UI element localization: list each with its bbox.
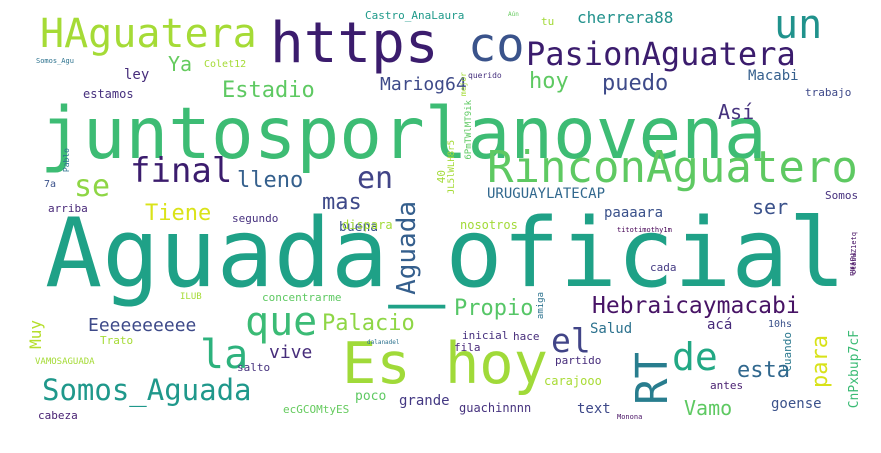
word-cabeza: cabeza xyxy=(38,409,78,422)
word-40: 40 xyxy=(435,170,448,184)
word-ley: ley xyxy=(124,67,150,83)
word-somos-agu: Somos_Agu xyxy=(36,57,74,65)
word-salud: Salud xyxy=(590,321,633,337)
word-para: para xyxy=(808,335,833,388)
word-antes: antes xyxy=(710,379,744,392)
word-co: co xyxy=(468,18,525,73)
word-cuando: Cuando xyxy=(781,332,794,372)
word-cada: cada xyxy=(650,261,677,274)
word-aca: acá xyxy=(707,317,733,333)
word-ecgcomtyes: ecGCOMtyES xyxy=(283,403,350,416)
word-esta: esta xyxy=(737,358,790,383)
word-puedo: puedo xyxy=(602,71,669,96)
word-forma: forma xyxy=(848,252,857,277)
word-trabajo: trabajo xyxy=(805,86,852,99)
word-de: de xyxy=(672,335,718,379)
word-nosotros: nosotros xyxy=(460,218,518,232)
word-hoy: hoy xyxy=(529,69,569,94)
word-vive: vive xyxy=(269,342,313,363)
word-haguatera: HAguatera xyxy=(40,11,257,57)
word-propio: Propio xyxy=(454,296,534,321)
word-pablo: Pablo xyxy=(62,148,71,173)
word-pasionaguatera: PasionAguatera xyxy=(526,35,796,73)
word-hebraicaymacabi: Hebraicaymacabi xyxy=(592,293,800,319)
word-grande: grande xyxy=(399,393,450,409)
word-paaaara: paaaara xyxy=(604,205,664,221)
word-https: https xyxy=(270,11,439,76)
word-colet12: Colet12 xyxy=(204,59,247,70)
word-guachinnnn: guachinnnn xyxy=(459,401,532,415)
word-somos: Somos xyxy=(825,189,859,202)
word-goense: goense xyxy=(771,396,822,412)
word-ya: Ya xyxy=(168,52,193,76)
word-lleno: lleno xyxy=(237,168,304,193)
word-vamo: Vamo xyxy=(684,396,733,420)
word-amiga: amiga xyxy=(536,292,546,320)
word-aguada: Aguada xyxy=(392,201,422,295)
word-vamosaguada: VAMOSAGUADA xyxy=(35,357,95,367)
word-eeeeeeeeee: Eeeeeeeeee xyxy=(88,315,197,336)
word-tiene: Tiene xyxy=(145,201,212,226)
word-6pmtwlmt9ik: 6PmTWlMT9ik xyxy=(464,100,474,160)
word-text: text xyxy=(577,401,611,417)
word-cherrera88: cherrera88 xyxy=(577,8,674,27)
word-jl5lwlh8r5: JL5lWLH8r5 xyxy=(447,140,457,195)
word-palacio: Palacio xyxy=(322,311,415,336)
word-asi: Así xyxy=(718,100,755,124)
word-fila: fila xyxy=(454,341,481,354)
word-que: que xyxy=(245,299,318,345)
word-querido: querido xyxy=(468,71,502,80)
word-aguada-oficial: Aguada_oficial xyxy=(45,199,846,309)
word-titotimothy1m: titotimothy1m xyxy=(617,226,672,234)
word-arriba: arriba xyxy=(48,202,88,215)
word-se: se xyxy=(74,169,111,204)
word-otbbhz1etq: otbbHZ1etq xyxy=(850,232,858,275)
word-la: la xyxy=(200,332,249,378)
word-juntosporlanovena: juntosporlanovena xyxy=(40,92,767,175)
word-carajooo: carajooo xyxy=(544,374,602,388)
word-monona: Monona xyxy=(617,413,643,421)
word-hace: hace xyxy=(513,330,540,343)
word-estamos: estamos xyxy=(83,87,134,101)
word-estadio: Estadio xyxy=(222,78,315,103)
word-somos-aguada: Somos_Aguada xyxy=(42,373,252,407)
word-un: un xyxy=(774,2,823,48)
word-mejor: mejor xyxy=(459,72,468,97)
word-rt: RT xyxy=(627,352,678,405)
word-en: en xyxy=(357,161,394,196)
word-uruguaylatecap: URUGUAYLATECAP xyxy=(487,186,606,202)
word-mas: mas xyxy=(322,190,362,215)
word-partido: partido xyxy=(555,354,602,367)
word-macabi: Macabi xyxy=(748,68,799,84)
word-10hs: 10hs xyxy=(768,319,793,330)
word-aun: Aún xyxy=(508,11,519,18)
word-dispara: dispara xyxy=(342,218,393,232)
word-inicial: inicial xyxy=(462,329,509,342)
word-mariog64: Mariog64 xyxy=(380,74,467,95)
word-castro-analaura: Castro_AnaLaura xyxy=(365,9,465,22)
word-ser: ser xyxy=(752,195,789,219)
word-muy: Muy xyxy=(26,320,45,349)
word-final: final xyxy=(130,151,233,191)
word-tu: tu xyxy=(541,15,555,28)
word-es-hoy: Es hoy xyxy=(342,331,548,397)
word-ilub: ILUB xyxy=(180,292,202,302)
word-cnpxbup7cf: CnPxbup7cF xyxy=(847,330,862,409)
word-poco: poco xyxy=(355,389,387,404)
word-segundo: segundo xyxy=(232,212,279,225)
word-trato: Trato xyxy=(100,334,134,347)
word-7a: 7a xyxy=(44,179,57,190)
word-dalanadel: dalanadel xyxy=(367,339,400,346)
word-buena: buena xyxy=(339,220,379,235)
word-rinconaguatero: RinconAguatero xyxy=(487,142,858,193)
word-el: el xyxy=(551,321,591,360)
word-salto: salto xyxy=(237,361,271,374)
word-concentrarme: concentrarme xyxy=(262,291,342,304)
